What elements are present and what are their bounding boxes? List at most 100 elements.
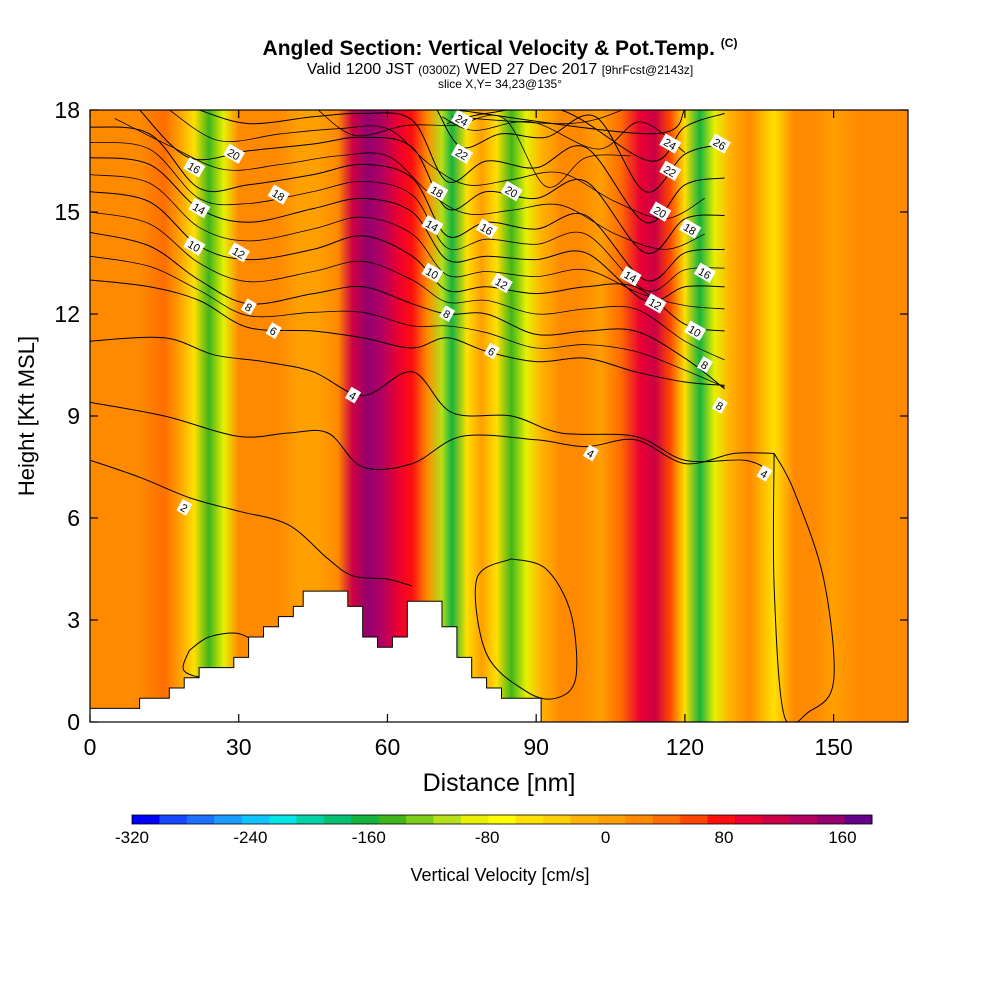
x-tick-label: 150 <box>814 734 852 760</box>
contour-label-bg <box>439 305 456 322</box>
contour-label-text: 26 <box>711 137 728 154</box>
contour-label-text: 6 <box>485 346 496 359</box>
colorbar-swatch <box>789 815 818 824</box>
x-axis-label: Distance [nm] <box>423 769 576 797</box>
contour-label-5: 18 <box>426 181 449 202</box>
contour-label-bg <box>227 242 250 263</box>
contour-label-bg <box>426 181 449 202</box>
contour-label-text: 18 <box>681 222 698 239</box>
y-axis-label: Height [Kft MSL] <box>14 336 39 496</box>
contour-label-8: 14 <box>421 215 444 236</box>
contour-label-bg <box>240 298 257 316</box>
colorbar-swatch <box>680 815 709 824</box>
contour-label-text: 16 <box>185 160 202 177</box>
contour-label-bg <box>265 322 282 339</box>
colorbar-tick-label: -320 <box>115 828 149 847</box>
contour-label-9: 16 <box>475 218 498 239</box>
contour-label-text: 22 <box>453 147 470 164</box>
contour-label-27: 26 <box>708 133 731 154</box>
contour-label-20: 4 <box>756 464 773 482</box>
contour-label-bg <box>475 218 498 239</box>
contour-label-22: 14 <box>619 266 642 287</box>
y-tick-label: 15 <box>54 199 80 225</box>
contour-label-bg <box>483 342 500 360</box>
colorbar-swatch <box>132 815 160 824</box>
contour-label-text: 2 <box>178 502 189 515</box>
chart-title-text: Angled Section: Vertical Velocity & Pot.… <box>262 37 715 60</box>
contour-label-14: 8 <box>240 298 257 316</box>
contour-label-text: 8 <box>242 301 253 314</box>
theta-contour-minor-7 <box>441 116 686 153</box>
contour-label-text: 10 <box>686 324 703 341</box>
contour-label-11: 12 <box>227 242 250 263</box>
contour-label-text: 4 <box>585 448 596 461</box>
colorbar: -320 -240 -160 -80 0 80 160 <box>115 814 873 847</box>
contour-label-bg <box>649 201 672 222</box>
colorbar-swatch <box>707 815 736 824</box>
colorbar-swatch <box>186 815 215 824</box>
contour-label-10: 10 <box>183 235 206 256</box>
theta-contour-minor-5 <box>169 110 705 220</box>
contour-label-text: 14 <box>423 218 440 235</box>
contour-label-bg <box>183 157 206 178</box>
contour-label-bg <box>696 356 713 373</box>
contour-label-text: 20 <box>503 184 520 201</box>
contour-label-text: 16 <box>478 222 495 239</box>
contour-label-16: 6 <box>265 322 282 339</box>
contour-label-bg <box>421 262 444 283</box>
contour-label-bg <box>708 133 731 154</box>
y-tick-label: 3 <box>67 607 80 633</box>
contour-label-bg <box>451 110 474 130</box>
theta-contour-16 <box>139 110 725 254</box>
colorbar-swatch <box>597 815 626 824</box>
x-tick-label: 60 <box>375 734 401 760</box>
terrain-mask <box>90 590 542 722</box>
contour-label-bg <box>684 320 707 341</box>
colorbar-frame <box>131 814 873 825</box>
contour-label-bg <box>659 133 682 154</box>
contour-label-19: 4 <box>582 444 599 462</box>
y-tick-label: 12 <box>54 301 80 327</box>
velocity-field <box>90 110 908 722</box>
theta-contour-20 <box>436 110 725 193</box>
theta-contour-minor-1 <box>90 211 725 361</box>
y-tick-label: 6 <box>67 505 80 531</box>
contour-label-text: 4 <box>758 468 769 481</box>
contour-label-4: 18 <box>267 184 290 205</box>
colorbar-tick-label: 160 <box>828 828 856 847</box>
contour-label-bg <box>188 198 211 219</box>
chart-titles: Angled Section: Vertical Velocity & Pot.… <box>0 0 1000 100</box>
contour-label-text: 4 <box>347 390 358 403</box>
contour-label-13: 12 <box>490 272 513 294</box>
x-tick-label: 0 <box>84 734 97 760</box>
contour-label-bg <box>679 218 702 239</box>
y-axis: 0 3 6 9 12 15 18 <box>54 97 908 735</box>
colorbar-swatch <box>351 815 380 824</box>
contour-label-bg <box>500 181 523 202</box>
theta-contour-minor-6 <box>317 110 631 188</box>
valid-utc: (0300Z) <box>418 63 461 77</box>
y-tick-label: 18 <box>54 97 80 123</box>
x-tick-label: 90 <box>523 734 549 760</box>
contour-label-bg <box>711 396 728 414</box>
colorbar-swatch <box>515 815 544 824</box>
contour-label-text: 14 <box>190 201 207 218</box>
colorbar-tick-label: 80 <box>715 828 734 847</box>
colorbar-swatch <box>214 815 243 824</box>
contour-label-30: 10 <box>684 320 707 341</box>
contour-label-bg <box>345 386 362 404</box>
contour-label-text: 12 <box>230 245 247 262</box>
colorbar-swatch <box>488 815 517 824</box>
forecast-info: [9hrFcst@2143z] <box>601 63 694 77</box>
contour-label-2: 20 <box>223 143 246 164</box>
contour-label-text: 20 <box>225 147 242 164</box>
contour-label-21: 2 <box>176 498 193 516</box>
contour-label-6: 20 <box>500 181 523 202</box>
contour-label-text: 8 <box>441 308 452 321</box>
colorbar-swatch <box>406 815 434 824</box>
slice-info: slice X,Y= 34,23@135° <box>437 77 563 91</box>
chart-title: Angled Section: Vertical Velocity & Pot.… <box>0 36 1000 61</box>
contour-label-17: 6 <box>483 342 500 360</box>
contour-label-text: 24 <box>661 137 678 154</box>
contour-label-25: 22 <box>659 160 682 181</box>
